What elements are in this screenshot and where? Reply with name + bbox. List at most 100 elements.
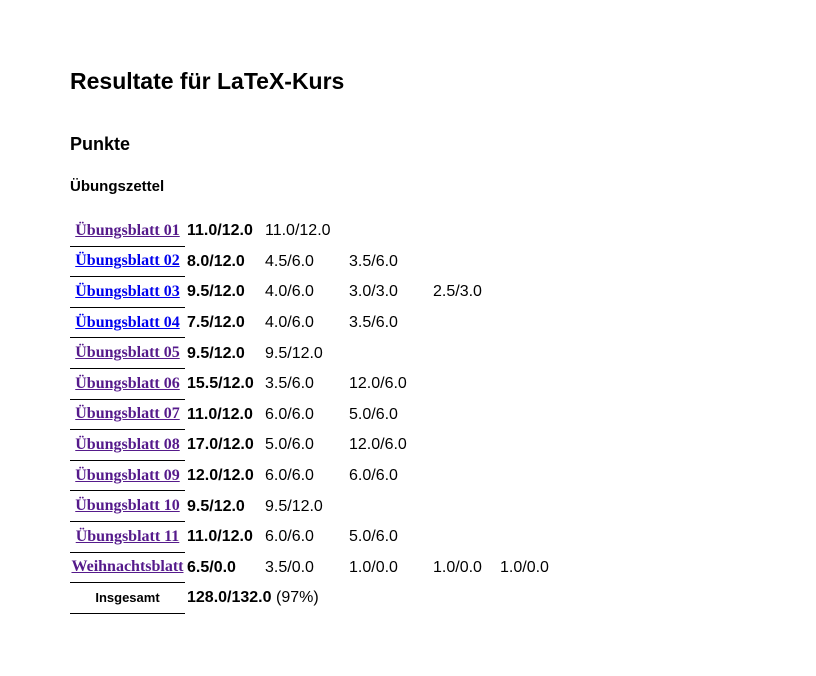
sheet-link[interactable]: Übungsblatt 08	[75, 435, 180, 453]
sheet-link[interactable]: Übungsblatt 02	[75, 252, 180, 270]
task-score	[500, 338, 565, 369]
section-heading: Punkte	[70, 134, 131, 154]
sheet-link[interactable]: Übungsblatt 09	[75, 466, 180, 484]
task-score: 3.0/3.0	[349, 283, 398, 301]
sheet-label-cell: Übungsblatt 08	[70, 430, 185, 461]
page-title: Resultate für LaTeX-Kurs	[70, 68, 345, 94]
task-score	[433, 247, 498, 278]
table-row: Übungsblatt 09 12.0/12.0 6.0/6.0 6.0/6.0	[70, 461, 565, 492]
summary-row: Insgesamt 128.0/132.0 (97%)	[70, 583, 565, 614]
task-score	[433, 461, 498, 492]
sheet-label-cell: Übungsblatt 10	[70, 491, 185, 522]
summary-percent: (97%)	[275, 589, 319, 607]
task-score: 12.0/6.0	[349, 375, 407, 393]
task-score	[433, 216, 498, 247]
sheet-total: 9.5/12.0	[187, 344, 245, 362]
sheet-total: 8.0/12.0	[187, 252, 245, 270]
task-score: 11.0/12.0	[265, 222, 331, 240]
sheet-label-cell: Übungsblatt 07	[70, 400, 185, 431]
task-score: 3.5/6.0	[265, 375, 314, 393]
task-score	[500, 216, 565, 247]
table-row: Übungsblatt 04 7.5/12.0 4.0/6.0 3.5/6.0	[70, 308, 565, 339]
sheet-link[interactable]: Übungsblatt 01	[75, 221, 180, 239]
table-row: Übungsblatt 07 11.0/12.0 6.0/6.0 5.0/6.0	[70, 400, 565, 431]
subsection-heading: Übungszettel	[70, 178, 165, 195]
task-score	[433, 400, 498, 431]
task-score: 9.5/12.0	[265, 497, 323, 515]
sheet-label-cell: Übungsblatt 01	[70, 216, 185, 247]
sheet-total: 6.5/0.0	[187, 558, 236, 576]
sheet-total: 9.5/12.0	[187, 497, 245, 515]
task-score: 5.0/6.0	[349, 528, 398, 546]
sheet-total: 15.5/12.0	[187, 375, 254, 393]
summary-label: Insgesamt	[70, 583, 185, 614]
table-row: Übungsblatt 01 11.0/12.0 11.0/12.0	[70, 216, 565, 247]
task-score: 3.5/0.0	[265, 558, 314, 576]
sheet-link[interactable]: Übungsblatt 11	[75, 527, 180, 545]
table-row: Übungsblatt 06 15.5/12.0 3.5/6.0 12.0/6.0	[70, 369, 565, 400]
task-score: 3.5/6.0	[349, 252, 398, 270]
sheet-total: 9.5/12.0	[187, 283, 245, 301]
task-score	[433, 338, 498, 369]
sheet-total: 11.0/12.0	[187, 222, 253, 240]
task-score	[500, 400, 565, 431]
task-score: 6.0/6.0	[265, 467, 314, 485]
summary-total: 128.0/132.0	[187, 589, 272, 607]
sheet-link[interactable]: Übungsblatt 07	[75, 405, 180, 423]
table-row: Übungsblatt 05 9.5/12.0 9.5/12.0	[70, 338, 565, 369]
task-score: 4.0/6.0	[265, 283, 314, 301]
table-row: Weihnachtsblatt 6.5/0.0 3.5/0.0 1.0/0.0 1.0/…	[70, 553, 565, 584]
sheet-label-cell: Übungsblatt 05	[70, 338, 185, 369]
task-score	[500, 369, 565, 400]
results-table-body: Übungsblatt 01 11.0/12.0 11.0/12.0 Übungsbl…	[70, 216, 565, 584]
task-score	[433, 522, 498, 553]
summary-value: 128.0/132.0 (97%)	[187, 583, 565, 614]
task-score: 9.5/12.0	[265, 344, 323, 362]
sheet-total: 12.0/12.0	[187, 467, 254, 485]
task-score: 3.5/6.0	[349, 314, 398, 332]
sheet-link[interactable]: Übungsblatt 04	[75, 313, 180, 331]
task-score	[433, 369, 498, 400]
sheet-label-cell: Übungsblatt 09	[70, 461, 185, 492]
task-score: 4.0/6.0	[265, 314, 314, 332]
task-score: 2.5/3.0	[433, 283, 482, 301]
sheet-label-cell: Übungsblatt 03	[70, 277, 185, 308]
table-row: Übungsblatt 03 9.5/12.0 4.0/6.0 3.0/3.0 2.5/…	[70, 277, 565, 308]
sheet-label-cell: Weihnachtsblatt	[70, 553, 185, 584]
task-score: 6.0/6.0	[349, 467, 398, 485]
table-row: Übungsblatt 11 11.0/12.0 6.0/6.0 5.0/6.0	[70, 522, 565, 553]
results-table: Übungsblatt 01 11.0/12.0 11.0/12.0 Übungsbl…	[68, 216, 567, 614]
task-score: 1.0/0.0	[500, 558, 549, 576]
sheet-link[interactable]: Übungsblatt 06	[75, 374, 180, 392]
task-score	[433, 491, 498, 522]
sheet-label-cell: Übungsblatt 04	[70, 308, 185, 339]
sheet-link[interactable]: Übungsblatt 03	[75, 282, 180, 300]
sheet-label-cell: Übungsblatt 11	[70, 522, 185, 553]
task-score	[349, 338, 431, 369]
sheet-total: 11.0/12.0	[187, 405, 253, 423]
task-score: 6.0/6.0	[265, 528, 314, 546]
task-score	[433, 430, 498, 461]
sheet-total: 7.5/12.0	[187, 314, 245, 332]
task-score: 1.0/0.0	[349, 558, 398, 576]
task-score	[500, 277, 565, 308]
table-row: Übungsblatt 02 8.0/12.0 4.5/6.0 3.5/6.0	[70, 247, 565, 278]
task-score: 5.0/6.0	[265, 436, 314, 454]
sheet-link[interactable]: Übungsblatt 10	[75, 497, 180, 515]
table-row: Übungsblatt 10 9.5/12.0 9.5/12.0	[70, 491, 565, 522]
task-score	[500, 308, 565, 339]
sheet-label-cell: Übungsblatt 06	[70, 369, 185, 400]
task-score	[349, 491, 431, 522]
sheet-label-cell: Übungsblatt 02	[70, 247, 185, 278]
task-score	[500, 522, 565, 553]
task-score	[500, 461, 565, 492]
task-score	[433, 308, 498, 339]
task-score	[500, 430, 565, 461]
task-score	[500, 491, 565, 522]
task-score: 1.0/0.0	[433, 558, 482, 576]
sheet-link[interactable]: Weihnachtsblatt	[71, 558, 184, 576]
task-score: 5.0/6.0	[349, 405, 398, 423]
sheet-link[interactable]: Übungsblatt 05	[75, 344, 180, 362]
task-score	[349, 216, 431, 247]
